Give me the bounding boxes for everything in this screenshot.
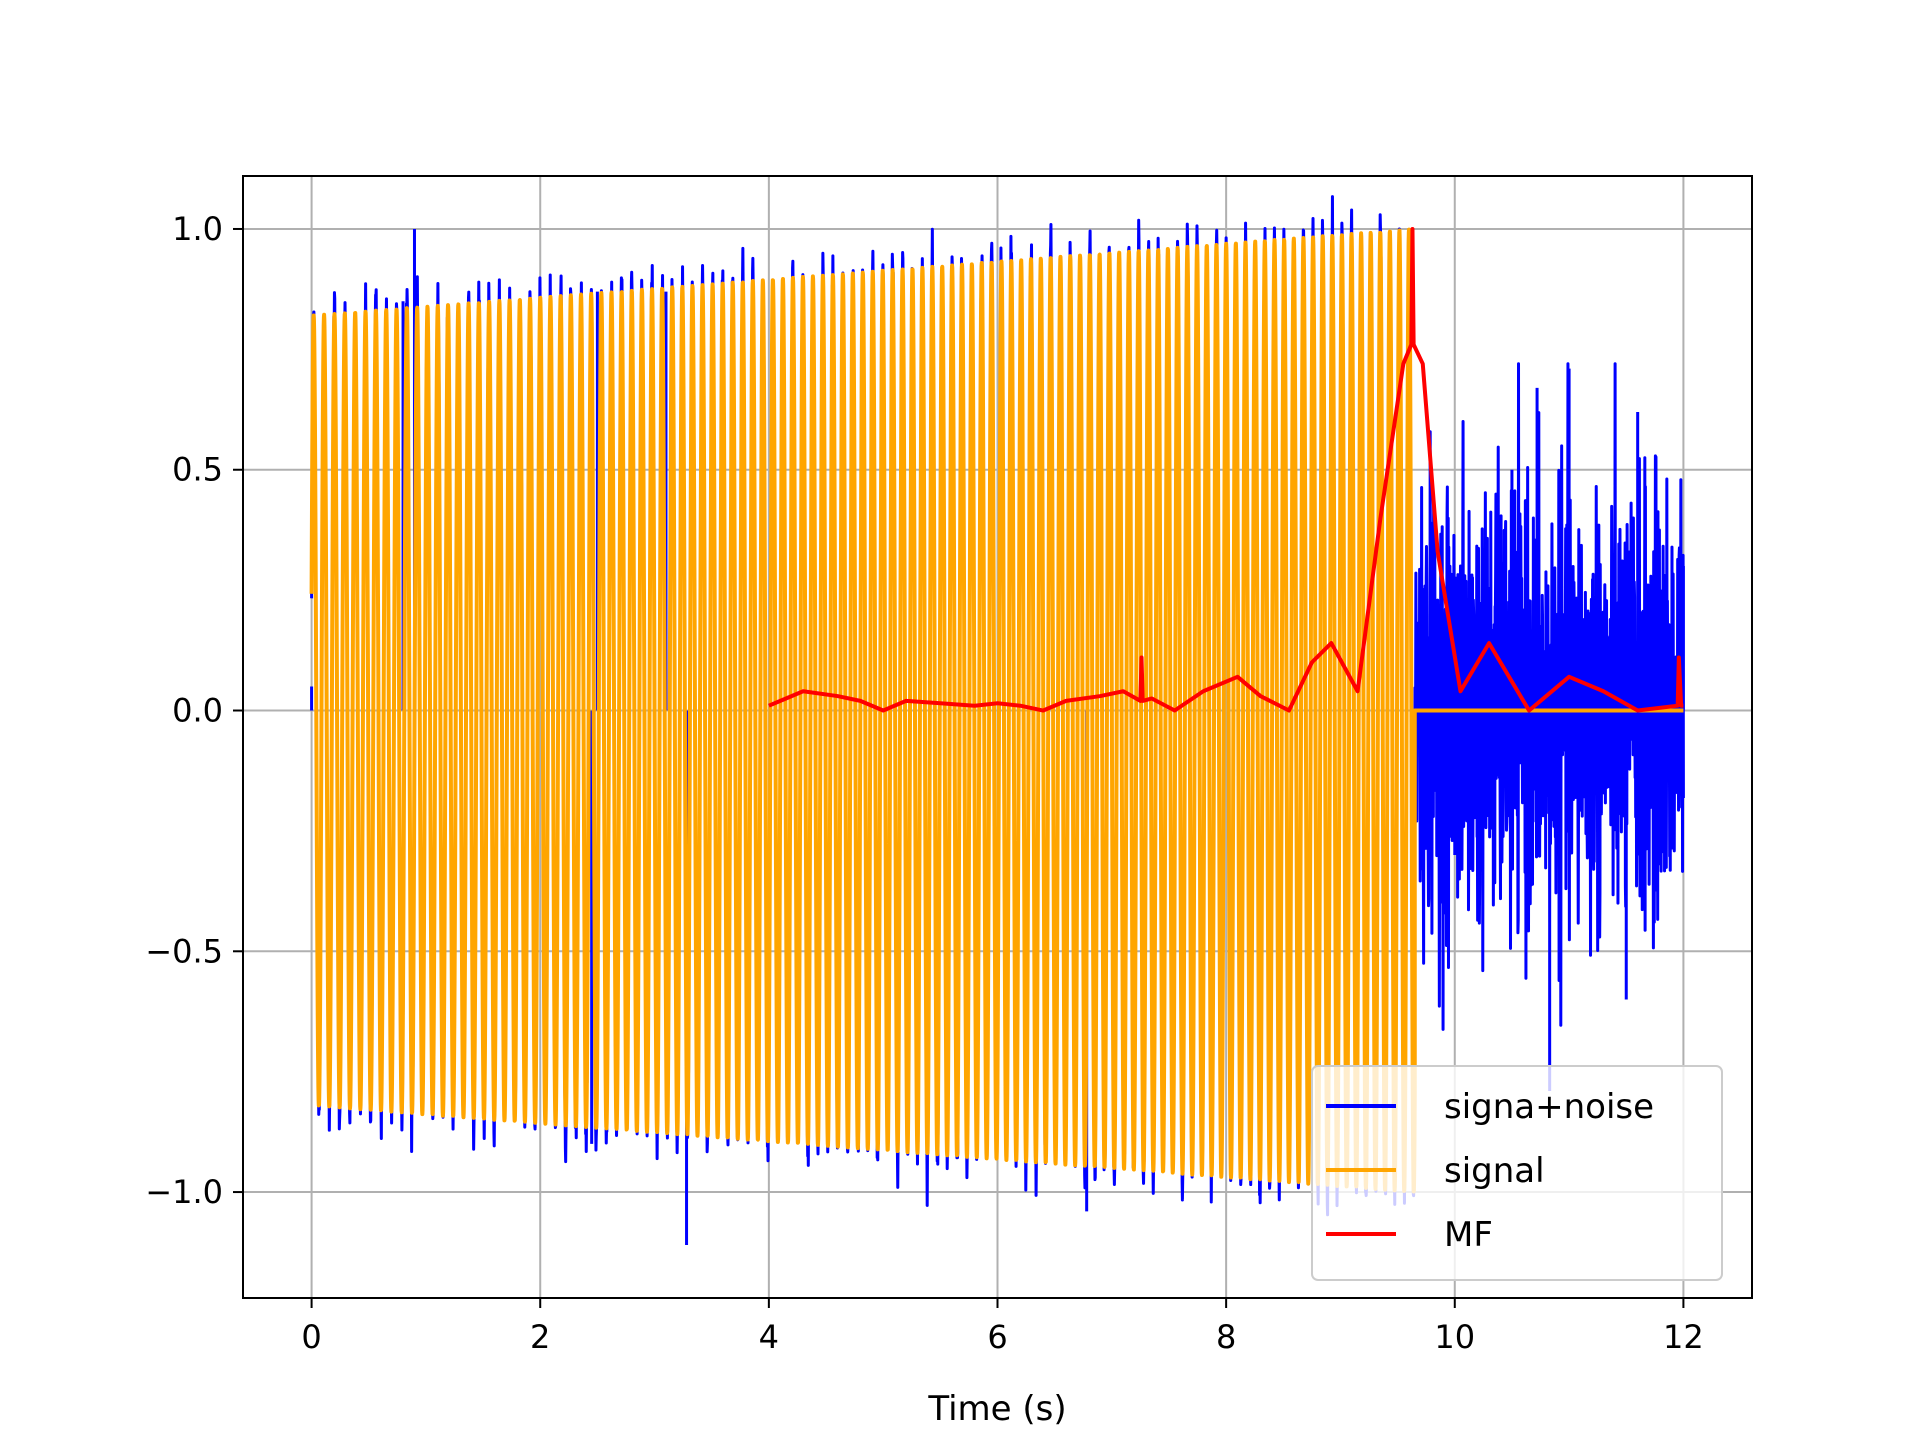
legend-label: signa+noise [1444,1087,1654,1127]
y-tick-label: −0.5 [145,932,223,970]
series-line-signal [309,227,1684,1194]
legend: signa+noise signal MF [1311,1065,1723,1281]
x-tick-label: 6 [987,1318,1007,1356]
y-tick-label: 1.0 [172,210,223,248]
x-tick-label: 0 [301,1318,321,1356]
legend-box [1311,1065,1723,1281]
axis-ticks: 0 2 4 6 8 10 12 1.0 0.5 0.0 −0.5 −1.0 [145,210,1703,1356]
y-tick-label: −1.0 [145,1173,223,1211]
legend-label: MF [1444,1215,1493,1255]
series-line-mf [768,226,1684,713]
x-tick-label: 4 [759,1318,779,1356]
x-tick-label: 2 [530,1318,550,1356]
y-tick-label: 0.0 [172,692,223,730]
x-tick-label: 12 [1663,1318,1704,1356]
x-tick-label: 10 [1434,1318,1475,1356]
legend-label: signal [1444,1151,1545,1191]
y-tick-label: 0.5 [172,451,223,489]
plot-series [309,195,1685,1246]
x-axis-label: Time (s) [927,1389,1066,1429]
x-tick-label: 8 [1216,1318,1236,1356]
